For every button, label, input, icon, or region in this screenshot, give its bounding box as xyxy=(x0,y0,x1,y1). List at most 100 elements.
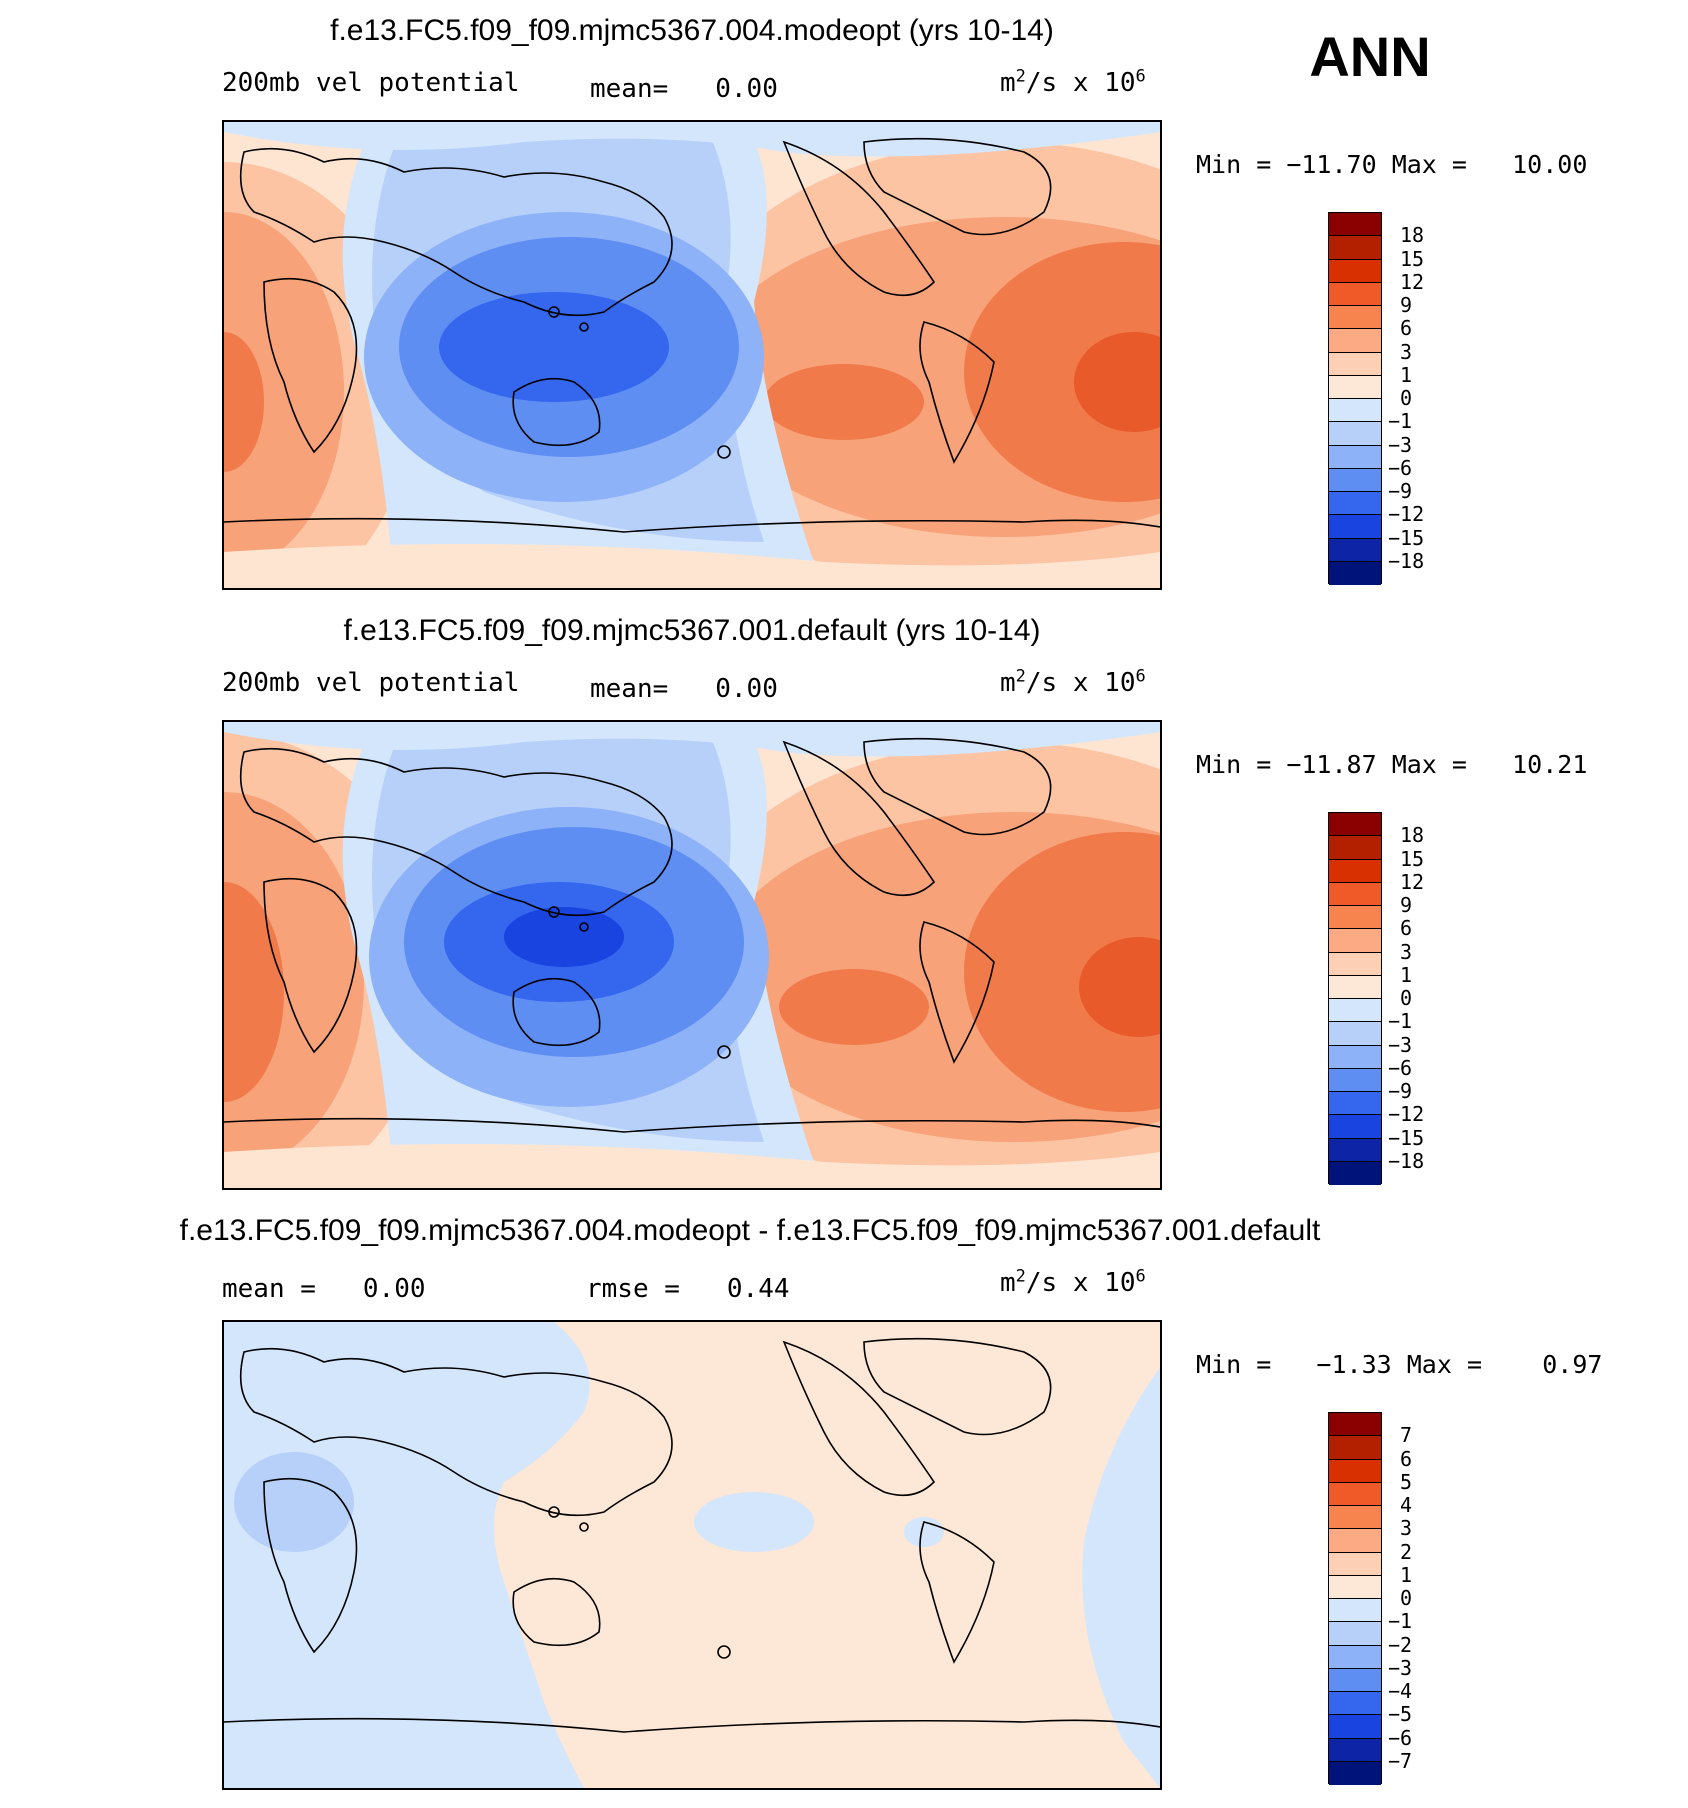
panel-3-mean-value: 0.00 xyxy=(362,1274,426,1304)
colorbar-swatch xyxy=(1329,999,1381,1023)
colorbar-swatch xyxy=(1329,352,1381,376)
colorbar-swatch xyxy=(1329,468,1381,492)
colorbar-swatch xyxy=(1329,1552,1381,1576)
colorbar-tick-label: −12 xyxy=(1388,1102,1425,1127)
colorbar-swatch xyxy=(1329,1599,1381,1623)
panel-3-rmse-label: rmse = xyxy=(586,1274,680,1304)
colorbar-tick-label: 18 xyxy=(1400,823,1425,848)
colorbar-swatch xyxy=(1329,399,1381,423)
colorbar-swatch xyxy=(1329,975,1381,999)
panel-2-max-value: 10.21 xyxy=(1512,750,1588,779)
panel-1-units: m2/s x 106 xyxy=(1000,66,1146,98)
colorbar-tick-label: −6 xyxy=(1388,455,1413,480)
panel-1-max-value: 10.00 xyxy=(1512,150,1588,179)
colorbar-tick-label: 18 xyxy=(1400,223,1425,248)
colorbar-tick-label: 4 xyxy=(1400,1493,1413,1517)
panel-1-minmax: Min = −11.70 Max = 10.00 xyxy=(1196,150,1588,179)
colorbar-tick-label: −6 xyxy=(1388,1725,1413,1750)
panel-3-minmax: Min = −1.33 Max = 0.97 xyxy=(1196,1350,1603,1379)
panel-3-map xyxy=(222,1320,1162,1790)
colorbar-tick-label: 0 xyxy=(1400,986,1413,1010)
colorbar-swatch xyxy=(1329,952,1381,976)
colorbar-swatch xyxy=(1329,492,1381,516)
colorbar-swatch xyxy=(1329,445,1381,469)
colorbar-swatch xyxy=(1329,1622,1381,1646)
colorbar-tick-label: 1 xyxy=(1400,962,1413,987)
panel-2-mean-value: 0.00 xyxy=(715,674,778,704)
colorbar-swatch xyxy=(1329,561,1381,585)
colorbar-swatch xyxy=(1329,329,1381,353)
colorbar-tick-label: 12 xyxy=(1400,869,1425,894)
colorbar-tick-label: 6 xyxy=(1400,1446,1413,1471)
colorbar-tick-label: 12 xyxy=(1400,269,1425,294)
colorbar-tick-label: 0 xyxy=(1400,1586,1413,1610)
colorbar-swatch xyxy=(1329,1738,1381,1762)
colorbar-swatch xyxy=(1329,515,1381,539)
colorbar-swatch xyxy=(1329,906,1381,930)
colorbar-tick-label: 0 xyxy=(1400,386,1413,410)
colorbar-swatch xyxy=(1329,1482,1381,1506)
panel-1-mean-label: mean= xyxy=(590,74,669,104)
colorbar-tick-label: 1 xyxy=(1400,1562,1413,1587)
colorbar-tick-label: −9 xyxy=(1388,1079,1413,1103)
colorbar-tick-label: −1 xyxy=(1388,1009,1413,1034)
colorbar-swatch xyxy=(1329,1436,1381,1460)
colorbar-swatch xyxy=(1329,1761,1381,1785)
panel-2-map xyxy=(222,720,1162,1190)
panel-3-rmse-value: 0.44 xyxy=(726,1274,790,1304)
colorbar-tick-label: −15 xyxy=(1388,525,1425,550)
panel-1-mean: mean= 0.00 xyxy=(590,74,778,104)
panel-3-mean-label: mean = xyxy=(222,1274,316,1304)
colorbar-swatch xyxy=(1329,282,1381,306)
colorbar-tick-label: 3 xyxy=(1400,939,1413,964)
colorbar-tick-label: 15 xyxy=(1400,246,1425,271)
panel-3-title: f.e13.FC5.f09_f09.mjmc5367.004.modeopt -… xyxy=(179,1214,1321,1247)
colorbar-tick-label: −9 xyxy=(1388,479,1413,503)
colorbar-tick-label: 7 xyxy=(1400,1423,1413,1448)
colorbar-tick-label: 15 xyxy=(1400,846,1425,871)
panel-2-units: m2/s x 106 xyxy=(1000,666,1146,698)
panel-3-rmse: rmse = 0.44 xyxy=(586,1274,790,1304)
colorbar-swatch xyxy=(1329,1459,1381,1483)
colorbar-tick-label: 5 xyxy=(1400,1469,1413,1494)
colorbar-tick-label: −5 xyxy=(1388,1702,1413,1727)
colorbar-swatch xyxy=(1329,1138,1381,1162)
colorbar-swatch xyxy=(1329,1092,1381,1116)
panel-1-title: f.e13.FC5.f09_f09.mjmc5367.004.modeopt (… xyxy=(330,14,1054,47)
colorbar-tick-label: 1 xyxy=(1400,362,1413,387)
colorbar-swatch xyxy=(1329,1645,1381,1669)
colorbar-tick-label: −12 xyxy=(1388,502,1425,527)
colorbar-tick-label: −1 xyxy=(1388,1609,1413,1634)
colorbar-swatch xyxy=(1329,1045,1381,1069)
panel-2-min-value: −11.87 xyxy=(1286,750,1377,779)
colorbar-tick-label: −7 xyxy=(1388,1748,1413,1773)
colorbar-swatch xyxy=(1329,1022,1381,1046)
panel-1-variable-label: 200mb vel potential xyxy=(222,68,520,98)
panel-1-colorbar xyxy=(1328,212,1382,585)
panel-2-colorbar xyxy=(1328,812,1382,1185)
colorbar-swatch xyxy=(1329,836,1381,860)
colorbar-swatch xyxy=(1329,813,1381,837)
colorbar-tick-label: 9 xyxy=(1400,893,1413,917)
colorbar-tick-label: 3 xyxy=(1400,339,1413,364)
colorbar-tick-label: −15 xyxy=(1388,1125,1425,1150)
panel-3-max-value: 0.97 xyxy=(1542,1350,1603,1379)
colorbar-swatch xyxy=(1329,1529,1381,1553)
colorbar-swatch xyxy=(1329,259,1381,283)
colorbar-tick-label: 9 xyxy=(1400,293,1413,317)
colorbar-tick-label: −3 xyxy=(1388,432,1413,457)
colorbar-swatch xyxy=(1329,213,1381,237)
colorbar-swatch xyxy=(1329,1692,1381,1716)
panel-2-mean: mean= 0.00 xyxy=(590,674,778,704)
colorbar-tick-label: −4 xyxy=(1388,1679,1413,1703)
colorbar-swatch xyxy=(1329,1575,1381,1599)
colorbar-swatch xyxy=(1329,306,1381,330)
colorbar-swatch xyxy=(1329,422,1381,446)
colorbar-swatch xyxy=(1329,1115,1381,1139)
colorbar-tick-label: 6 xyxy=(1400,316,1413,341)
panel-2-minmax: Min = −11.87 Max = 10.21 xyxy=(1196,750,1588,779)
colorbar-swatch xyxy=(1329,1668,1381,1692)
colorbar-swatch xyxy=(1329,1161,1381,1185)
colorbar-tick-label: −18 xyxy=(1388,1148,1425,1173)
colorbar-tick-label: −2 xyxy=(1388,1632,1413,1657)
